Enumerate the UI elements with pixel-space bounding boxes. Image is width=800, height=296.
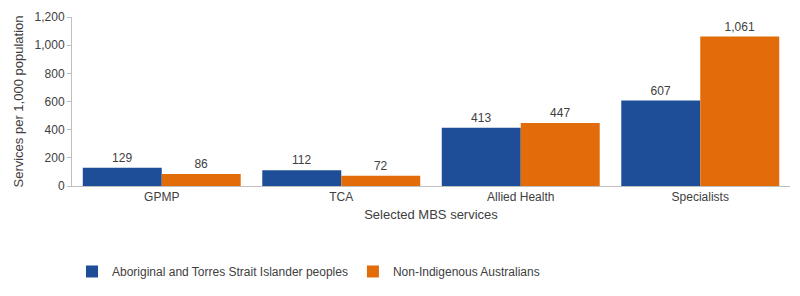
svg-text:200: 200 — [45, 151, 65, 165]
svg-text:Specialists: Specialists — [672, 190, 729, 204]
svg-text:Non-Indigenous Australians: Non-Indigenous Australians — [393, 265, 540, 279]
svg-text:86: 86 — [194, 157, 208, 171]
svg-text:1,000: 1,000 — [35, 38, 65, 52]
svg-text:800: 800 — [45, 67, 65, 81]
svg-text:Services per 1,000 population: Services per 1,000 population — [11, 15, 26, 187]
svg-text:600: 600 — [45, 95, 65, 109]
svg-text:447: 447 — [550, 106, 570, 120]
svg-text:Selected MBS services: Selected MBS services — [364, 207, 498, 222]
svg-text:129: 129 — [112, 151, 132, 165]
svg-text:Aboriginal and Torres Strait I: Aboriginal and Torres Strait Islander pe… — [112, 265, 348, 279]
svg-text:413: 413 — [471, 111, 491, 125]
svg-text:0: 0 — [58, 179, 65, 193]
svg-text:72: 72 — [374, 159, 388, 173]
svg-text:Allied Health: Allied Health — [487, 190, 554, 204]
svg-text:400: 400 — [45, 123, 65, 137]
svg-text:GPMP: GPMP — [144, 190, 179, 204]
svg-text:112: 112 — [292, 153, 311, 167]
svg-text:607: 607 — [651, 84, 671, 98]
svg-text:1,061: 1,061 — [725, 20, 755, 34]
svg-text:TCA: TCA — [329, 190, 353, 204]
svg-text:1,200: 1,200 — [35, 10, 65, 24]
